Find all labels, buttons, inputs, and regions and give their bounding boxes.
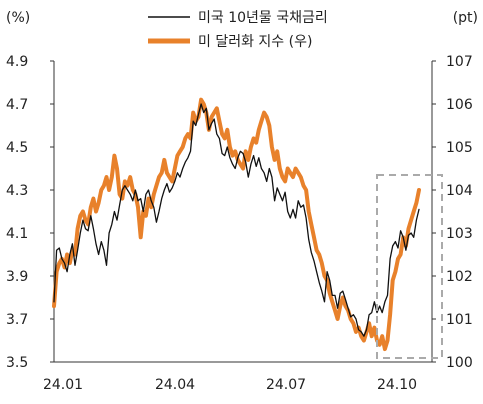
left-tick-label: 4.5 [6,140,28,156]
left-tick-label: 3.5 [6,355,28,371]
right-tick-label: 104 [446,183,473,199]
series-layer [52,97,421,352]
x-axis: 24.01 24.04 24.07 24.10 [43,361,432,393]
legend-background [140,4,350,52]
series-line-us10y [53,103,420,337]
right-tick-label: 106 [446,97,473,113]
legend-label: 미국 10년물 국채금리 [198,10,328,26]
right-tick-label: 105 [446,140,473,156]
right-tick-label: 103 [446,226,473,242]
left-axis-unit: (%) [6,10,30,26]
x-tick-label: 24.01 [43,377,83,393]
left-axis: (%) 3.5 3.7 3.9 4.1 4.3 4.5 4.7 4.9 [6,10,55,371]
legend-label: 미 달러화 지수 (우) [198,34,312,50]
overlay-layer [376,174,443,359]
x-tick-label: 24.07 [266,377,306,393]
right-axis: (pt) 100 101 102 103 104 105 106 107 [431,10,478,371]
left-tick-label: 4.7 [6,97,28,113]
highlight-box [376,174,443,359]
x-tick-label: 24.04 [155,377,195,393]
left-tick-label: 4.3 [6,183,28,199]
series-line-dollar-index [52,97,421,352]
right-tick-label: 100 [446,355,473,371]
right-axis-unit: (pt) [453,10,478,26]
right-tick-label: 107 [446,54,473,70]
left-tick-label: 4.1 [6,226,28,242]
left-tick-label: 3.7 [6,312,28,328]
right-tick-label: 102 [446,269,473,285]
x-tick-label: 24.10 [377,377,417,393]
left-tick-label: 3.9 [6,269,28,285]
left-tick-label: 4.9 [6,54,28,70]
right-tick-label: 101 [446,312,473,328]
